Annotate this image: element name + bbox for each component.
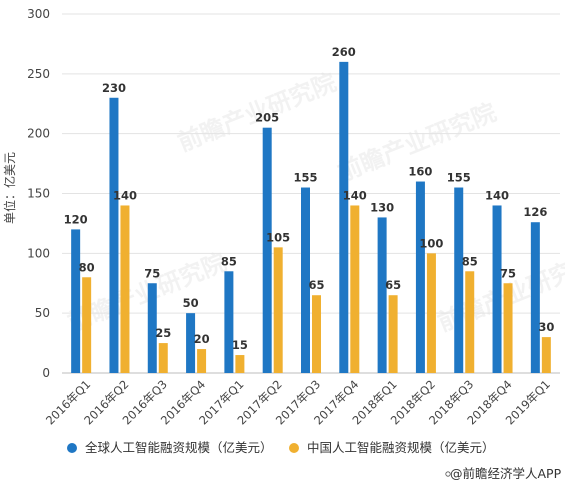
value-label: 20 (194, 332, 210, 346)
bar-global (301, 187, 310, 373)
bar-china (158, 343, 168, 373)
bar-china (235, 355, 245, 373)
bar-china (82, 277, 92, 373)
value-label: 260 (332, 45, 356, 59)
bar-china (541, 337, 551, 373)
bar-global (109, 97, 119, 374)
y-tick-label: 50 (35, 306, 50, 320)
value-label: 230 (102, 81, 126, 95)
bar-global (530, 222, 540, 373)
bar-global (224, 271, 234, 373)
value-label: 155 (293, 171, 317, 185)
bar-global (492, 205, 502, 373)
legend-label: 全球人工智能融资规模（亿美元） (85, 440, 273, 455)
value-label: 140 (343, 188, 367, 202)
value-label: 140 (485, 188, 509, 202)
value-label: 30 (538, 320, 554, 334)
legend: 全球人工智能融资规模（亿美元） 中国人工智能融资规模（亿美元） (67, 440, 495, 455)
value-label: 80 (79, 260, 95, 274)
value-label: 25 (155, 326, 171, 340)
y-tick-label: 0 (42, 366, 50, 380)
y-tick-label: 300 (27, 7, 50, 21)
bar-global (262, 127, 272, 373)
bar-global (71, 229, 81, 373)
y-tick-label: 200 (27, 127, 50, 141)
x-axis-labels: 2016年Q12016年Q22016年Q32016年Q42017年Q12017年… (43, 377, 553, 427)
bar-china (503, 283, 513, 373)
legend-marker-global (67, 443, 77, 453)
source-credit: @前瞻经济学人APP (445, 466, 562, 481)
value-label: 130 (370, 200, 394, 214)
bar-global (339, 61, 349, 373)
bar-china (350, 205, 360, 373)
bar-china (197, 349, 207, 373)
value-label: 50 (183, 296, 199, 310)
y-tick-label: 150 (27, 187, 50, 201)
source-text: @前瞻经济学人APP (450, 466, 562, 481)
value-label: 15 (232, 338, 248, 352)
value-label: 100 (419, 236, 443, 250)
value-label: 120 (64, 212, 88, 226)
value-label: 85 (221, 254, 237, 268)
value-label: 75 (144, 266, 160, 280)
value-label: 65 (308, 278, 324, 292)
value-label: 140 (113, 188, 137, 202)
bar-china (273, 247, 283, 373)
y-axis-title: 单位：亿美元 (2, 152, 17, 224)
bar-china (388, 295, 398, 373)
bar-china (426, 253, 436, 373)
value-label: 155 (447, 171, 471, 185)
legend-label: 中国人工智能融资规模（亿美元） (307, 440, 495, 455)
legend-marker-china (289, 443, 299, 453)
bars: 120 80 230 140 75 25 50 20 85 15 205 105 155 65 260 140… (64, 45, 554, 374)
bar-china (465, 271, 475, 373)
value-label: 65 (385, 278, 401, 292)
value-label: 85 (462, 254, 478, 268)
bar-global (186, 313, 196, 373)
value-label: 126 (523, 205, 547, 219)
bar-global (454, 187, 464, 373)
value-label: 205 (255, 111, 279, 125)
value-label: 75 (500, 266, 516, 280)
bar-china (120, 205, 130, 373)
bar-global (415, 181, 425, 373)
grid-lines (62, 13, 560, 374)
y-tick-label: 250 (27, 67, 50, 81)
bar-china (312, 295, 321, 373)
value-label: 160 (408, 165, 432, 179)
bar-global (147, 283, 157, 373)
value-label: 105 (266, 230, 290, 244)
bar-global (377, 217, 387, 373)
y-axis-ticks: 0 50 100 150 200 250 300 (27, 7, 50, 380)
y-tick-label: 100 (27, 246, 50, 260)
